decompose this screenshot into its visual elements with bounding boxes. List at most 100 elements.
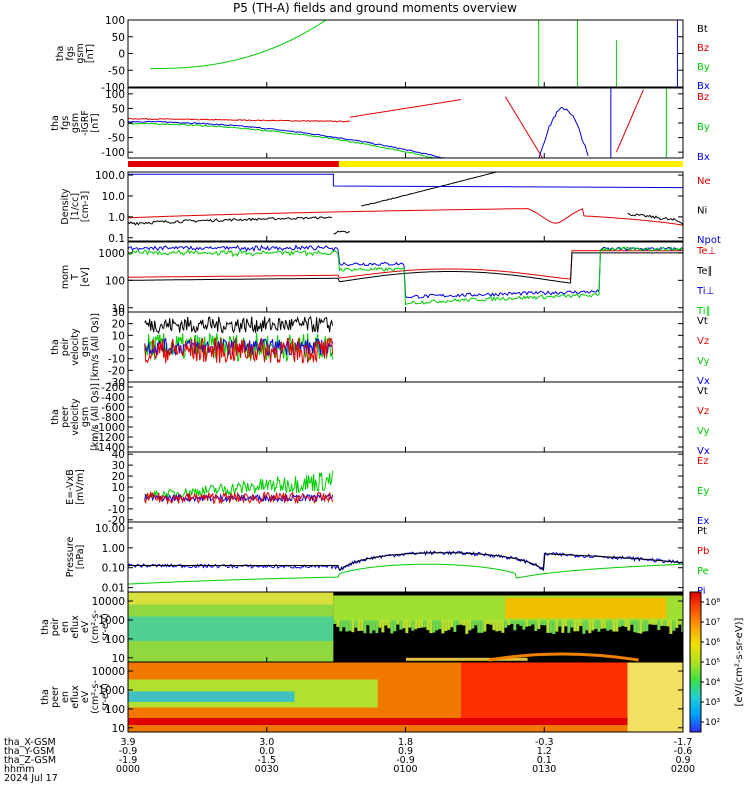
- ytick-label-4-0: 30: [112, 307, 125, 319]
- xaxis-tick-4-hhmm: 0200: [671, 764, 695, 775]
- xaxis-tick-4-y_gsm: -0.6: [674, 746, 693, 757]
- ylabel-line-5-0: tha: [50, 409, 61, 425]
- xaxis-tick-2-z_gsm: -0.9: [396, 755, 415, 766]
- ytick-label-6-1: 30: [112, 460, 125, 472]
- ytick-label-7-3: 0.01: [102, 583, 125, 595]
- legend-0-3: Bx: [697, 81, 710, 92]
- legend-2-0: Ne: [697, 176, 711, 187]
- ylabel-1: tha fgs gsm -IGRF [nT]: [50, 110, 101, 136]
- xaxis-row-label-1: tha_Y-GSM: [4, 746, 54, 757]
- xaxis-tick-0-y_gsm: -0.9: [119, 746, 138, 757]
- ytick-label-0-1: 50: [112, 32, 125, 44]
- electron-band-cool: [128, 691, 295, 702]
- ytick-label-0-3: -50: [108, 65, 125, 77]
- legend-4-0: Vt: [697, 316, 708, 327]
- xaxis-tick-1-hhmm: 0030: [255, 764, 279, 775]
- colorbar-tick-3: 10⁵: [705, 658, 720, 668]
- ytick-label-7-1: 1.00: [102, 543, 125, 555]
- ylabel-line-8-4: eV: [80, 620, 91, 633]
- spectrogram-9: [128, 662, 683, 732]
- legend-3-1: Te∥: [696, 266, 713, 277]
- ytick-label-0-2: 0: [118, 49, 125, 61]
- ytick-label-8-0: 10000: [92, 596, 125, 608]
- ytick-label-3-2: 10: [112, 303, 125, 315]
- xaxis-tick-4-z_gsm: 0.9: [675, 755, 690, 766]
- ylabel-line-4-0: tha: [50, 339, 61, 355]
- colorbar: [689, 591, 702, 733]
- ytick-label-5-3: -800: [101, 412, 125, 424]
- ylabel-line-0-0: tha: [55, 46, 66, 62]
- xaxis-tick-3-y_gsm: 1.2: [537, 746, 552, 757]
- xaxis-tick-1-y_gsm: 0.0: [259, 746, 274, 757]
- panel-frame-5: [127, 381, 684, 453]
- ytick-label-6-6: -20: [108, 515, 125, 527]
- series-bz-igrf-rise: [349, 99, 462, 118]
- ylabel-line-8-1: peir: [50, 618, 61, 637]
- series-by: [150, 20, 327, 70]
- xaxis-tick-2-x_gsm: 1.8: [398, 737, 413, 748]
- series-bz-igrf-drop: [504, 96, 544, 158]
- ylabel-line-9-1: peer: [50, 686, 61, 708]
- ylabel-line-5-1: peer: [60, 406, 71, 428]
- ytick-label-1-2: 0: [118, 118, 125, 130]
- series-npot: [128, 173, 683, 189]
- xaxis-tick-4-x_gsm: -1.7: [674, 737, 693, 748]
- ylabel-2: Density [1/cc] [cm-3]: [60, 188, 91, 224]
- ylabel-line-0-1: fgs: [65, 46, 76, 60]
- xaxis-tick-0-hhmm: 0000: [116, 764, 140, 775]
- series-vt: [144, 315, 334, 335]
- ylabel-line-8-3: eflux: [70, 615, 81, 639]
- ylabel-5: tha peer velocity gsm [km/s (All Qs)]: [50, 383, 101, 451]
- panel-frame-6: [127, 451, 684, 523]
- electron-band-low: [128, 718, 628, 725]
- ytick-label-2-3: 0.1: [108, 233, 125, 245]
- ylabel-line-1-2: gsm: [70, 113, 81, 133]
- ylabel-line-2-1: [1/cc]: [70, 193, 81, 220]
- xaxis-tick-0-z_gsm: -1.9: [119, 755, 138, 766]
- ylabel-7: Pressure [nPa]: [65, 537, 86, 578]
- ylabel-line-2-2: [cm-3]: [80, 191, 91, 222]
- ylabel-line-3-0: mom: [60, 265, 71, 289]
- ylabel-line-0-2: gsm: [75, 43, 86, 63]
- ylabel-3: mom T [eV]: [60, 265, 91, 289]
- legend-7-0: Pt: [697, 526, 707, 537]
- panel-frame-1: [127, 87, 684, 159]
- series-te-perp: [128, 250, 683, 280]
- ylabel-line-9-4: eV: [80, 690, 91, 703]
- ytick-label-8-3: 10: [112, 653, 125, 665]
- ytick-label-2-2: 1.0: [108, 212, 125, 224]
- xaxis-tick-2-hhmm: 0100: [393, 764, 417, 775]
- legend-1-0: Bz: [697, 92, 709, 103]
- xaxis-tick-3-z_gsm: 0.1: [537, 755, 552, 766]
- ytick-label-1-1: 50: [112, 103, 125, 115]
- plot-title: P5 (TH-A) fields and ground moments over…: [233, 1, 517, 15]
- ion-band-high: [128, 592, 334, 605]
- colorbar-tick-2: 10⁶: [705, 638, 720, 648]
- ytick-label-6-5: -10: [108, 504, 125, 516]
- ytick-label-5-6: -1400: [94, 442, 125, 454]
- colorbar-tick-0: 10⁸: [705, 598, 720, 608]
- legend-7-1: Pb: [697, 546, 709, 557]
- ylabel-4: tha peir velocity gsm [km/s (All Qs)]: [50, 313, 101, 381]
- xaxis-row-label-0: tha_X-GSM: [4, 737, 56, 748]
- ylabel-line-5-4: [km/s (All Qs)]: [90, 383, 101, 451]
- ylabel-line-8-2: en: [60, 621, 71, 633]
- ylabel-line-8-5: (cm²-s-: [90, 610, 101, 644]
- legend-7-2: Pe: [697, 566, 709, 577]
- ylabel-line-1-3: -IGRF: [80, 110, 91, 136]
- legend-4-3: Vx: [697, 376, 710, 387]
- ylabel-line-0-3: [nT]: [85, 44, 96, 63]
- legend-3-0: Te⊥: [696, 246, 716, 257]
- ytick-label-3-0: 1000: [98, 248, 125, 260]
- series-ne: [128, 208, 683, 226]
- legend-5-1: Vz: [697, 406, 709, 417]
- xaxis-tick-2-y_gsm: 0.9: [398, 746, 413, 757]
- series-ti-par: [128, 246, 683, 306]
- ytick-label-4-2: 10: [112, 330, 125, 342]
- ylabel-line-9-5: (cm²-s-: [90, 680, 101, 714]
- series-pe: [128, 563, 683, 585]
- ylabel-line-3-2: [eV]: [80, 267, 91, 287]
- ytick-label-7-2: 0.10: [102, 563, 125, 575]
- series-bz-igrf-up: [615, 89, 644, 153]
